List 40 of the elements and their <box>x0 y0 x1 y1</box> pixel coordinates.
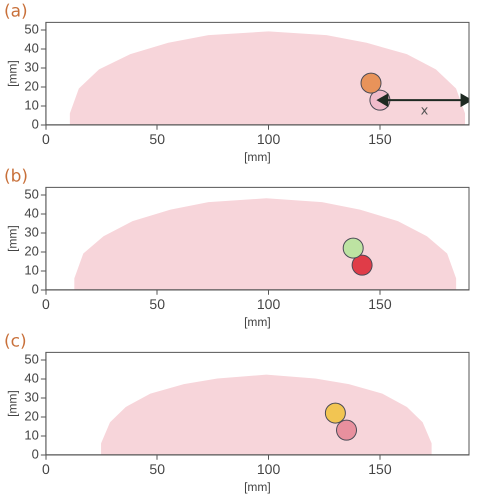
y-tick-label: 40 <box>24 370 39 386</box>
y-tick-label: 0 <box>32 116 39 132</box>
y-axis-title: [mm] <box>6 60 20 87</box>
x-axis-title: [mm] <box>244 150 271 164</box>
y-tick-label: 30 <box>24 224 39 240</box>
chart-title: (b) <box>4 166 28 187</box>
x-tick-label: 50 <box>149 296 166 312</box>
y-tick-label: 20 <box>24 408 39 424</box>
annotation: x <box>420 104 429 119</box>
chart-title: (c) <box>4 332 27 352</box>
y-tick-label: 30 <box>24 389 39 404</box>
x-tick-label: 100 <box>256 296 280 312</box>
x-tick-label: 150 <box>368 131 392 148</box>
x-axis-title: [mm] <box>244 315 271 330</box>
x-tick-label: 100 <box>256 461 280 478</box>
x-tick-label: 0 <box>42 296 50 312</box>
y-tick-label: 50 <box>24 186 39 202</box>
y-tick-label: 40 <box>24 40 39 56</box>
y-tick-label: 50 <box>24 352 39 367</box>
y-axis-title: [mm] <box>6 390 20 417</box>
x-tick-label: 100 <box>256 131 280 148</box>
y-tick-label: 30 <box>24 59 39 74</box>
x-tick-label: 0 <box>42 131 50 148</box>
y-tick-label: 10 <box>24 97 39 112</box>
y-tick-label: 10 <box>24 262 39 278</box>
x-tick-label: 150 <box>368 296 392 312</box>
y-tick-label: 0 <box>32 446 39 462</box>
x-tick-label: 50 <box>149 461 166 478</box>
chart-title: (a) <box>4 2 28 22</box>
y-tick-label: 20 <box>24 243 39 258</box>
y-tick-label: 40 <box>24 206 39 221</box>
y-axis-title: [mm] <box>6 225 20 252</box>
x-tick-label: 150 <box>368 461 392 478</box>
x-tick-label: 0 <box>42 461 50 478</box>
y-tick-label: 10 <box>24 427 39 442</box>
y-tick-label: 50 <box>24 22 39 37</box>
y-tick-label: 20 <box>24 78 39 94</box>
x-axis-title: [mm] <box>244 480 271 494</box>
y-tick-label: 0 <box>32 281 39 296</box>
x-tick-label: 50 <box>149 131 166 148</box>
